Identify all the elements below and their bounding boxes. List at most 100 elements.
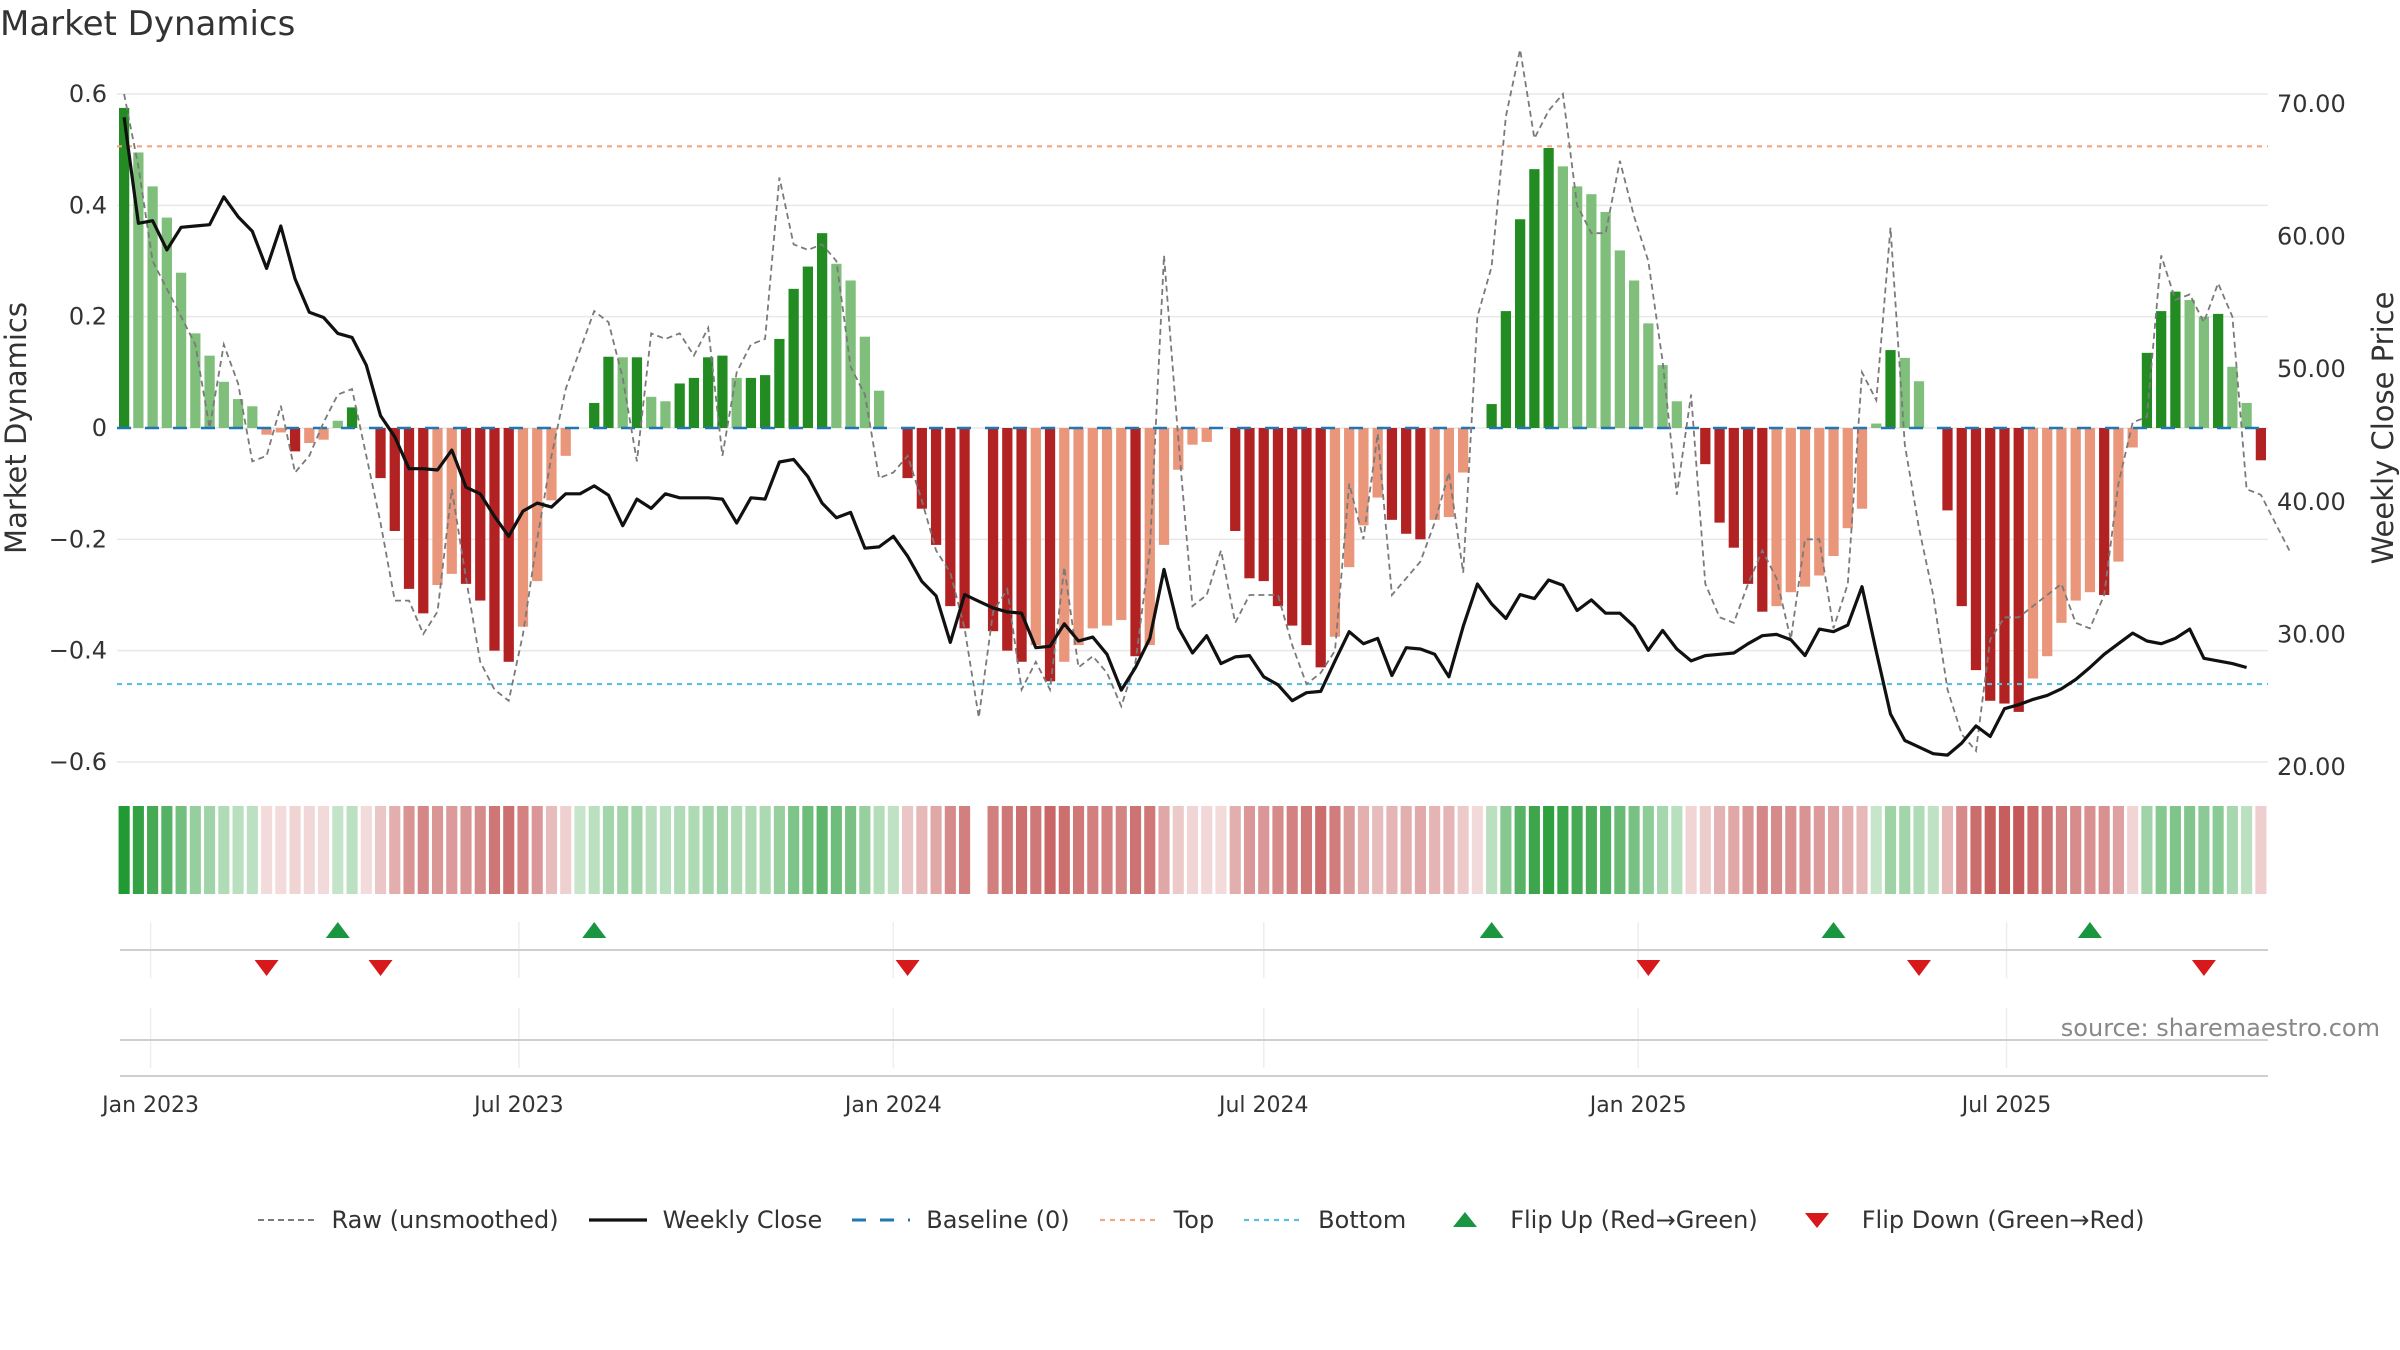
x-tick-label: Jan 2025 (1588, 1093, 1687, 1118)
strip-cell (617, 806, 629, 894)
dynamics-bar (1372, 428, 1383, 498)
dynamics-bar (1814, 428, 1825, 576)
strip-cell (289, 806, 301, 894)
dynamics-bar (1785, 428, 1796, 593)
strip-cell (2112, 806, 2124, 894)
strip-cell (147, 806, 159, 894)
dynamics-bar (190, 333, 201, 428)
strip-cell (1628, 806, 1640, 894)
strip-cell (275, 806, 287, 894)
strip-cell (246, 806, 258, 894)
dynamics-bar (1016, 428, 1027, 662)
lines-layer (117, 49, 2291, 757)
strip-cell (360, 806, 372, 894)
strip-cell (1842, 806, 1854, 894)
axes-layer: 0.6 0.4 0.2 0 −0.2 −0.4 −0.6 70.00 60.00 50.00 40.… (0, 80, 2400, 1118)
dynamics-bar (2170, 291, 2181, 428)
flip-up-marker (582, 922, 607, 938)
strip-cell (1016, 806, 1028, 894)
strip-cell (588, 806, 600, 894)
strip-cell (560, 806, 572, 894)
dynamics-bar (218, 381, 229, 428)
dynamics-bar (1757, 428, 1768, 612)
dynamics-bar (1799, 428, 1811, 587)
dynamics-bar (204, 355, 215, 428)
dynamics-bar (175, 272, 187, 428)
dynamics-bar (2084, 428, 2096, 593)
flip-down-marker (368, 960, 393, 976)
strip-cell (1414, 806, 1426, 894)
dynamics-bar (1970, 428, 1982, 671)
dynamics-bar (631, 357, 643, 428)
dynamics-bar (1614, 250, 1625, 428)
dynamics-bar (2141, 352, 2153, 428)
strip-cell (1899, 806, 1911, 894)
dynamics-bar (403, 428, 415, 589)
dynamics-bar (1272, 428, 1284, 607)
strip-cell (631, 806, 643, 894)
strip-cell (674, 806, 686, 894)
strip-cell (1642, 806, 1654, 894)
dynamics-bar (2056, 428, 2067, 623)
strip-cell (1657, 806, 1669, 894)
strip-cell (745, 806, 757, 894)
strip-cell (2070, 806, 2082, 894)
strip-cell (161, 806, 173, 894)
strip-cell (1087, 806, 1099, 894)
legend-item-flip-down: Flip Down (Green→Red) (1786, 1206, 2145, 1234)
dynamics-bar (1101, 428, 1113, 626)
strip-cell (773, 806, 785, 894)
strip-cell (1201, 806, 1213, 894)
strip-cell (1500, 806, 1512, 894)
strip-cell (1770, 806, 1783, 894)
dynamics-bar (817, 233, 828, 428)
dynamics-bar (987, 428, 999, 632)
dynamics-bar (788, 288, 799, 428)
dynamics-bar (2255, 428, 2267, 461)
dynamics-bar (389, 428, 400, 531)
dynamics-bar (1158, 428, 1170, 545)
strip-cell (2098, 806, 2110, 894)
strip-cell (1998, 806, 2011, 894)
strip-cell (1543, 806, 1555, 894)
legend-item-top: Top (1098, 1206, 1215, 1234)
strip-cell (1229, 806, 1241, 894)
dynamics-bar (1628, 280, 1640, 428)
dynamics-bar (1315, 428, 1326, 668)
flip-up-marker (1479, 922, 1504, 938)
strip-cell (845, 806, 857, 894)
dynamics-bar (589, 402, 600, 428)
dynamics-bar (546, 428, 557, 501)
strip-cell (1970, 806, 1982, 894)
dynamics-bar (1700, 428, 1711, 465)
legend-symbol (1786, 1210, 1848, 1230)
strip-cell (1742, 806, 1754, 894)
dynamics-bar (2156, 311, 2167, 428)
dynamics-bar (133, 152, 144, 428)
strip-cell (645, 806, 657, 894)
dynamics-bar (1956, 428, 1967, 607)
strip-cell (332, 806, 344, 894)
dynamics-bar (1401, 428, 1412, 534)
dynamics-bar (1002, 428, 1013, 651)
strip-cell (2184, 806, 2196, 894)
strip-cell (602, 806, 615, 894)
flip-down-marker (2191, 960, 2216, 976)
x-tick-label: Jul 2025 (1960, 1093, 2052, 1118)
dynamics-bar (1856, 428, 1868, 509)
dynamics-bar (660, 401, 671, 428)
y-axis-label: Market Dynamics (0, 302, 33, 554)
dynamics-bar (2027, 428, 2039, 679)
dynamics-bar (2198, 316, 2210, 428)
dynamics-bar (1358, 428, 1369, 526)
regime-strip (118, 806, 2267, 894)
y2-tick-label: 70.00 (2277, 90, 2346, 118)
legend-item-close: Weekly Close (587, 1206, 822, 1234)
strip-cell (802, 806, 814, 894)
dynamics-bar (1571, 186, 1583, 428)
dynamics-bar (2227, 366, 2238, 428)
legend-label: Top (1173, 1206, 1215, 1234)
strip-cell (1400, 806, 1412, 894)
strip-cell (702, 806, 714, 894)
